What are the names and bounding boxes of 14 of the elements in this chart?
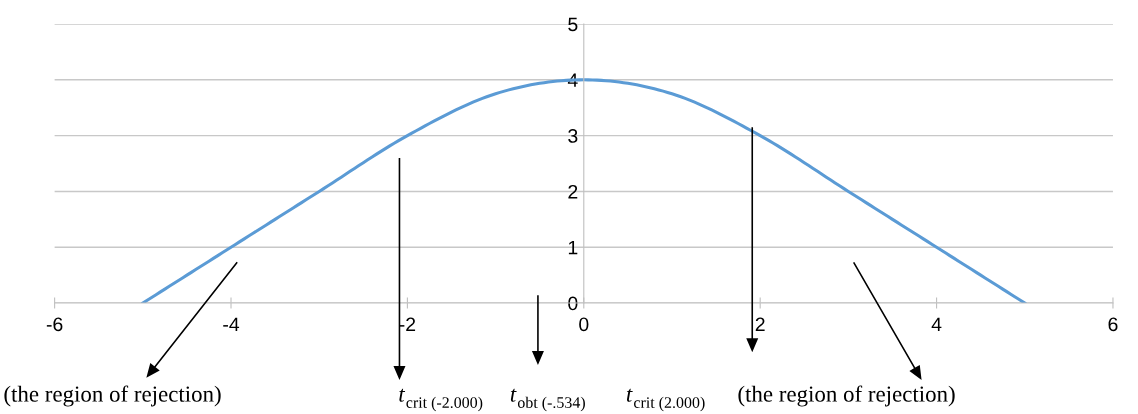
y-tick-label: 1 bbox=[568, 240, 578, 255]
y-tick-label: 5 bbox=[568, 17, 578, 32]
text: (the region of rejection) bbox=[738, 385, 955, 407]
x-tick-label: 4 bbox=[931, 317, 942, 332]
x-tick-label: 2 bbox=[755, 317, 765, 332]
y-tick-label: 0 bbox=[568, 296, 578, 311]
text: (the region of rejection) bbox=[4, 385, 221, 407]
x-tick-label: -4 bbox=[223, 317, 240, 332]
x-tick-label: 0 bbox=[579, 317, 589, 332]
x-tick-label: -2 bbox=[399, 317, 416, 332]
x-tick-label: 6 bbox=[1108, 317, 1118, 332]
x-tick-label: -6 bbox=[46, 317, 63, 332]
y-tick-label: 2 bbox=[568, 184, 578, 199]
y-tick-label: 3 bbox=[568, 129, 578, 143]
